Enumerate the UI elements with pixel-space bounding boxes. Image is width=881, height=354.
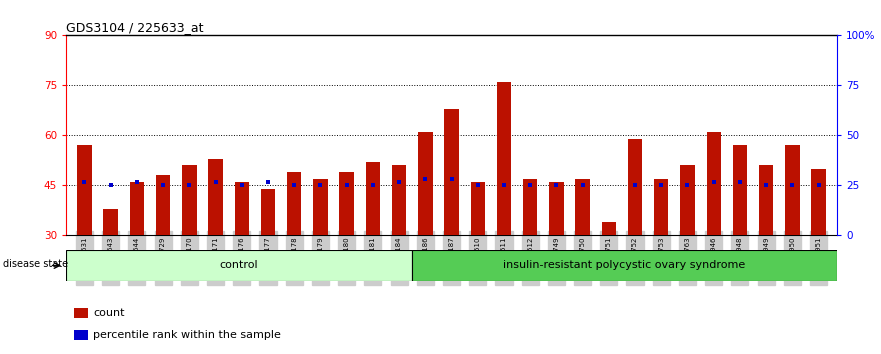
Bar [497, 82, 511, 235]
Bar [66, 250, 411, 281]
Bar [234, 182, 249, 235]
Bar [130, 182, 144, 235]
Text: count: count [93, 308, 124, 318]
Bar [339, 172, 354, 235]
Bar [103, 209, 118, 235]
Bar [811, 169, 825, 235]
Bar [366, 162, 380, 235]
Bar [575, 179, 589, 235]
Bar [411, 250, 837, 281]
Bar [785, 145, 800, 235]
Bar [392, 165, 406, 235]
Bar [287, 172, 301, 235]
Bar [602, 222, 616, 235]
Bar [549, 182, 564, 235]
Bar [182, 165, 196, 235]
Bar [628, 139, 642, 235]
Text: disease state: disease state [4, 259, 69, 269]
Bar [74, 308, 87, 318]
Text: GDS3104 / 225633_at: GDS3104 / 225633_at [66, 21, 204, 34]
Bar [74, 330, 87, 340]
Text: control: control [219, 261, 258, 270]
Bar [261, 189, 275, 235]
Text: percentile rank within the sample: percentile rank within the sample [93, 330, 281, 340]
Bar [759, 165, 774, 235]
Bar [156, 176, 170, 235]
Bar [707, 132, 721, 235]
Bar [733, 145, 747, 235]
Bar [523, 179, 537, 235]
Bar [444, 109, 459, 235]
Bar [680, 165, 695, 235]
Bar [418, 132, 433, 235]
Bar [314, 179, 328, 235]
Bar [470, 182, 485, 235]
Text: insulin-resistant polycystic ovary syndrome: insulin-resistant polycystic ovary syndr… [503, 261, 745, 270]
Bar [208, 159, 223, 235]
Bar [78, 145, 92, 235]
Bar [654, 179, 669, 235]
